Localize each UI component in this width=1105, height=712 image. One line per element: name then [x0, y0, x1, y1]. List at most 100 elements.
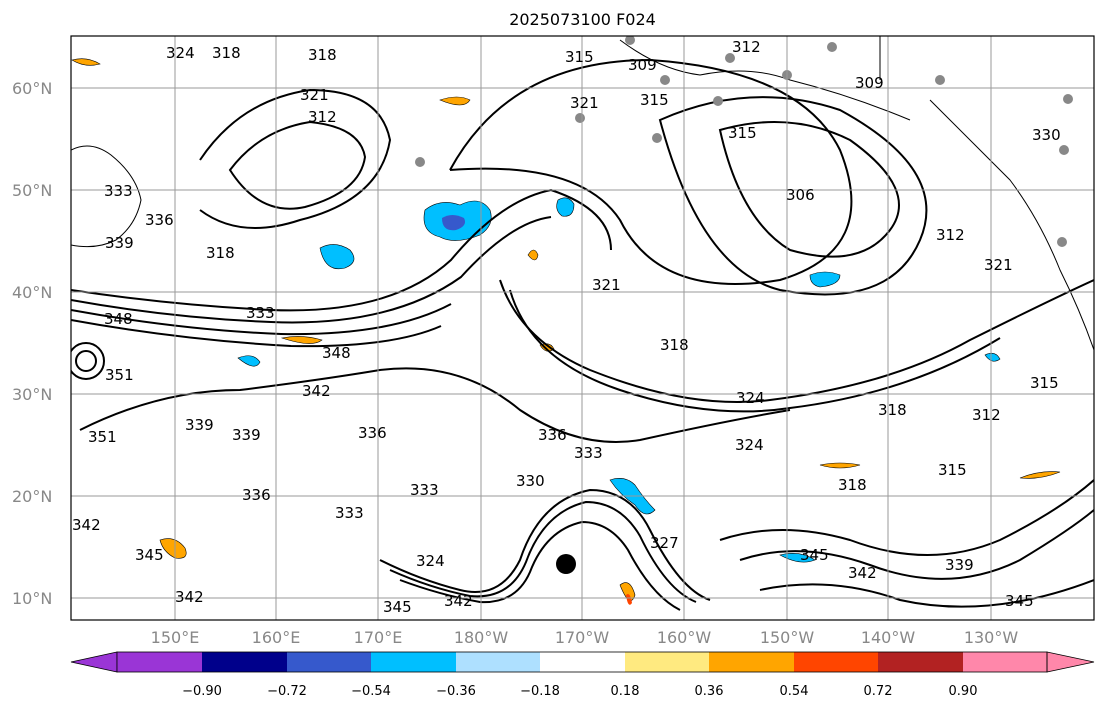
contour-label: 315: [1030, 374, 1059, 392]
lon-label: 170°E: [354, 628, 403, 647]
contour-label: 321: [570, 94, 599, 112]
shade-blob: [442, 215, 465, 231]
shade-blob: [556, 197, 575, 217]
contour-label: 351: [105, 366, 134, 384]
contour-line: [739, 509, 1094, 580]
contour-label: 333: [104, 182, 133, 200]
contour-label: 312: [308, 108, 337, 126]
contour-label: 318: [878, 401, 907, 419]
shade-blob: [71, 58, 101, 66]
colorbar-swatch: [456, 652, 540, 672]
contour-label: 309: [628, 56, 657, 74]
shade-blob: [319, 244, 355, 270]
contour-label: 321: [984, 256, 1013, 274]
station-dot: [575, 113, 585, 123]
colorbar-tick-label: −0.72: [267, 684, 307, 699]
land-layer: [71, 36, 1094, 351]
station-dot: [827, 42, 837, 52]
lon-label: 130°W: [964, 628, 1019, 647]
contour-line: [228, 120, 367, 210]
shade-blob: [779, 553, 816, 563]
shade-blob: [809, 271, 841, 288]
colorbar-swatch: [963, 652, 1047, 672]
contour-label: 336: [538, 426, 567, 444]
colorbar-swatch: [287, 652, 371, 672]
station-dot: [660, 75, 670, 85]
contour-label: 339: [105, 234, 134, 252]
lon-label: 180°W: [454, 628, 509, 647]
station-dot: [1057, 237, 1067, 247]
contour-layer: [71, 58, 1094, 611]
shade-blob: [1019, 471, 1061, 479]
colorbar-tick-label: −0.90: [182, 684, 222, 699]
colorbar-tick-label: 0.90: [949, 684, 978, 699]
lon-label: 150°W: [760, 628, 815, 647]
lon-label: 160°E: [252, 628, 301, 647]
cyclone-center-marker: [556, 554, 576, 574]
colorbar-tick-label: 0.18: [611, 684, 640, 699]
lon-label: 160°W: [657, 628, 712, 647]
station-dot: [415, 157, 425, 167]
contour-label: 339: [232, 426, 261, 444]
colorbar-swatch: [117, 652, 202, 672]
contour-label: 309: [855, 74, 884, 92]
colorbar-swatch: [794, 652, 878, 672]
station-dot: [725, 53, 735, 63]
map-title: 2025073100 F024: [509, 10, 656, 29]
lat-label: 40°N: [12, 283, 52, 302]
contour-label: 315: [728, 124, 757, 142]
contour-label: 312: [936, 226, 965, 244]
shade-blob: [237, 355, 261, 367]
contour-label: 348: [104, 310, 133, 328]
contour-label: 333: [246, 304, 275, 322]
contour-label: 318: [308, 46, 337, 64]
station-dot: [652, 133, 662, 143]
shade-blob: [626, 594, 632, 605]
contour-line: [719, 479, 1094, 556]
colorbar-swatch: [878, 652, 963, 672]
shade-blob: [159, 538, 187, 559]
contour-line: [399, 520, 681, 611]
contour-label: 327: [650, 534, 679, 552]
lat-label: 20°N: [12, 487, 52, 506]
map-plot-area: 324 318 318 321 312 315 309 315 321 312 …: [70, 35, 1095, 621]
contour-label: 345: [800, 546, 829, 564]
colorbar-extend-right: [1046, 651, 1095, 673]
contour-label: 339: [945, 556, 974, 574]
contour-label: 342: [175, 588, 204, 606]
shade-blob: [439, 96, 471, 106]
contour-line: [379, 488, 711, 601]
contour-line: [71, 303, 452, 336]
colorbar-tick-label: −0.18: [520, 684, 560, 699]
contour-label: 342: [72, 516, 101, 534]
lat-label: 60°N: [12, 79, 52, 98]
latitude-axis: 60°N 50°N 40°N 30°N 20°N 10°N: [12, 79, 52, 608]
station-dot: [713, 96, 723, 106]
lat-label: 50°N: [12, 181, 52, 200]
contour-label: 339: [185, 416, 214, 434]
shade-blob: [280, 336, 323, 344]
lat-label: 10°N: [12, 589, 52, 608]
contour-line: [499, 279, 1094, 403]
colorbar-tick-label: 0.36: [695, 684, 724, 699]
shade-blob: [527, 249, 539, 261]
colorbar-extend-left: [70, 651, 118, 673]
longitude-axis: 150°E 160°E 170°E 180°W 170°W 160°W 150°…: [151, 628, 1019, 647]
contour-label: 342: [444, 592, 473, 610]
colorbar-tick-label: −0.54: [351, 684, 391, 699]
colorbar-swatch: [371, 652, 456, 672]
lat-label: 30°N: [12, 385, 52, 404]
contour-label: 336: [358, 424, 387, 442]
contour-label: 336: [145, 211, 174, 229]
map-frame: [70, 35, 1095, 621]
contour-label: 342: [848, 564, 877, 582]
contour-label: 342: [302, 382, 331, 400]
station-dot: [1063, 94, 1073, 104]
contour-label: 324: [736, 389, 765, 407]
station-dot: [935, 75, 945, 85]
contour-label: 330: [1032, 126, 1061, 144]
contour-line: [199, 88, 392, 229]
alaska-coastline: [619, 39, 911, 121]
contour-labels: 324 318 318 321 312 315 309 315 321 312 …: [72, 38, 1061, 616]
